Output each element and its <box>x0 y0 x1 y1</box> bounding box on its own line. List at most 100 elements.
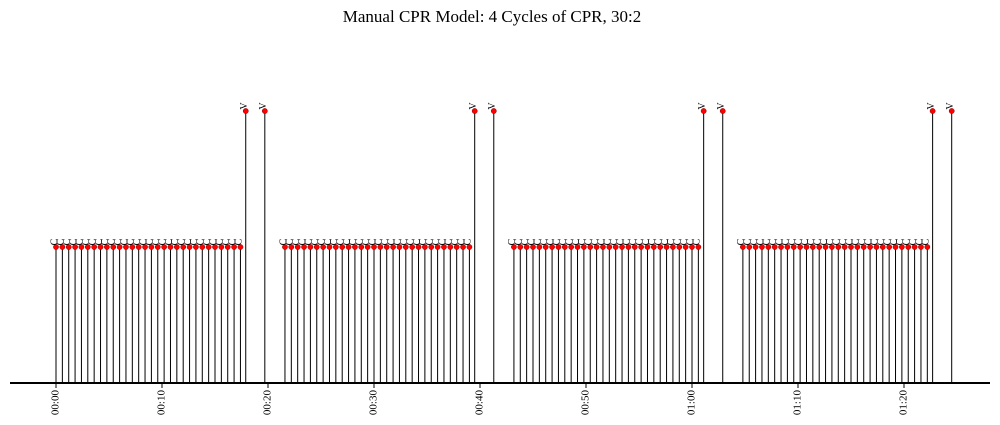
compression-c2-10-point <box>339 244 346 250</box>
x-tick-label-00-00: 00:00 <box>50 390 62 416</box>
compression-c2-5-label: C <box>304 238 315 245</box>
compression-c2-1-point <box>282 244 288 250</box>
compression-c4-27-label: C <box>902 238 913 245</box>
points-layer <box>53 108 955 250</box>
compression-c3-27-point <box>676 244 683 250</box>
compression-c2-23-label: C <box>418 238 429 245</box>
compression-c1-8-label: C <box>94 238 105 245</box>
ventilation-c2-1-point <box>471 108 478 114</box>
compression-c4-12-point <box>809 244 816 250</box>
compression-c2-7-label: C <box>316 238 327 245</box>
compression-c3-27-label: C <box>673 238 684 245</box>
compression-c2-18-point <box>390 244 396 250</box>
compression-c3-25-label: C <box>660 238 671 245</box>
compression-c3-25-point <box>663 244 670 250</box>
compression-c4-30-label: C <box>921 238 932 245</box>
compression-c4-10-label: C <box>793 238 804 245</box>
compression-c1-12-point <box>123 244 129 250</box>
compression-c2-20-point <box>402 244 409 250</box>
compression-c3-15-point <box>600 244 606 250</box>
compression-c4-9-point <box>790 244 797 250</box>
compression-c3-18-label: C <box>615 238 626 245</box>
compression-c1-29-point <box>231 244 237 250</box>
compression-c1-19-label: C <box>164 238 175 245</box>
compression-c3-5-point <box>536 244 543 250</box>
compression-c3-12-point <box>581 244 587 250</box>
compression-c2-27-label: C <box>444 238 455 245</box>
compression-c2-9-label: C <box>329 238 340 245</box>
compression-c1-10-label: C <box>107 238 118 245</box>
compression-c4-20-label: C <box>857 238 868 245</box>
compression-c3-1-point <box>511 244 517 250</box>
compression-c4-6-label: C <box>768 238 779 245</box>
compression-c3-2-label: C <box>514 238 525 245</box>
ventilation-c1-1-label: V <box>239 102 250 110</box>
compression-c2-6-label: C <box>310 238 321 245</box>
compression-c4-1-point <box>740 244 746 250</box>
compression-c2-28-label: C <box>450 238 461 245</box>
compression-c2-4-label: C <box>297 238 308 245</box>
compression-c4-24-point <box>886 244 893 250</box>
ventilation-c2-2-point <box>490 108 497 114</box>
compression-c1-2-point <box>59 244 66 250</box>
compression-c3-3-label: C <box>520 238 531 245</box>
ventilation-c3-1-point <box>700 108 707 114</box>
compression-c1-11-point <box>116 244 123 250</box>
ventilation-c1-1-point <box>242 108 249 114</box>
compression-c3-11-point <box>574 244 581 250</box>
compression-c3-22-point <box>644 244 651 250</box>
compression-c1-9-label: C <box>100 238 111 245</box>
x-tick-label-01-10: 01:10 <box>792 390 804 416</box>
compression-c2-28-point <box>453 244 460 250</box>
compression-c4-16-point <box>835 244 842 250</box>
compression-c3-28-label: C <box>679 238 690 245</box>
compression-c2-25-label: C <box>431 238 442 245</box>
compression-c4-30-point <box>924 244 931 250</box>
compression-c4-22-label: C <box>870 238 881 245</box>
compression-c1-26-point <box>212 244 218 250</box>
compression-c3-21-point <box>638 244 644 250</box>
compression-c4-14-point <box>822 244 829 250</box>
compression-c2-3-label: C <box>291 238 302 245</box>
compression-c2-18-label: C <box>386 238 397 245</box>
compression-c4-6-point <box>771 244 778 250</box>
compression-c4-7-label: C <box>774 238 785 245</box>
compression-c1-9-point <box>104 244 110 250</box>
compression-c1-3-point <box>65 244 72 250</box>
compression-c4-13-point <box>816 244 823 250</box>
compression-c1-4-point <box>72 244 78 250</box>
compression-c4-21-point <box>867 244 873 250</box>
compression-c2-22-label: C <box>412 238 423 245</box>
ventilation-c3-1-label: V <box>697 102 708 110</box>
compression-c1-19-point <box>167 244 174 250</box>
compression-c2-2-point <box>288 244 295 250</box>
compression-c4-15-point <box>829 244 835 250</box>
ventilation-c4-1-label: V <box>926 102 937 110</box>
compression-c1-6-point <box>84 244 91 250</box>
compression-c3-17-label: C <box>609 238 620 245</box>
compression-c1-27-point <box>218 244 225 250</box>
x-tick-label-00-40: 00:40 <box>474 390 486 416</box>
compression-c1-7-point <box>91 244 98 250</box>
compression-c1-16-point <box>148 244 155 250</box>
compression-c3-19-point <box>625 244 632 250</box>
compression-c4-24-label: C <box>882 238 893 245</box>
compression-c1-21-label: C <box>176 238 187 245</box>
ventilation-c3-2-label: V <box>716 102 727 110</box>
compression-c1-4-label: C <box>68 238 79 245</box>
compression-c2-13-point <box>358 244 365 250</box>
compression-c1-5-label: C <box>75 238 86 245</box>
compression-c2-14-point <box>364 244 371 250</box>
compression-c4-29-label: C <box>914 238 925 245</box>
compression-c1-7-label: C <box>87 238 98 245</box>
compression-c4-5-label: C <box>762 238 773 245</box>
compression-c3-6-point <box>542 244 549 250</box>
compression-c1-25-point <box>205 244 212 250</box>
compression-c1-27-label: C <box>215 238 226 245</box>
compression-c2-15-label: C <box>367 238 378 245</box>
compression-c1-6-label: C <box>81 238 92 245</box>
compression-c4-9-label: C <box>787 238 798 245</box>
compression-c3-7-point <box>549 244 555 250</box>
compression-c4-26-label: C <box>895 238 906 245</box>
